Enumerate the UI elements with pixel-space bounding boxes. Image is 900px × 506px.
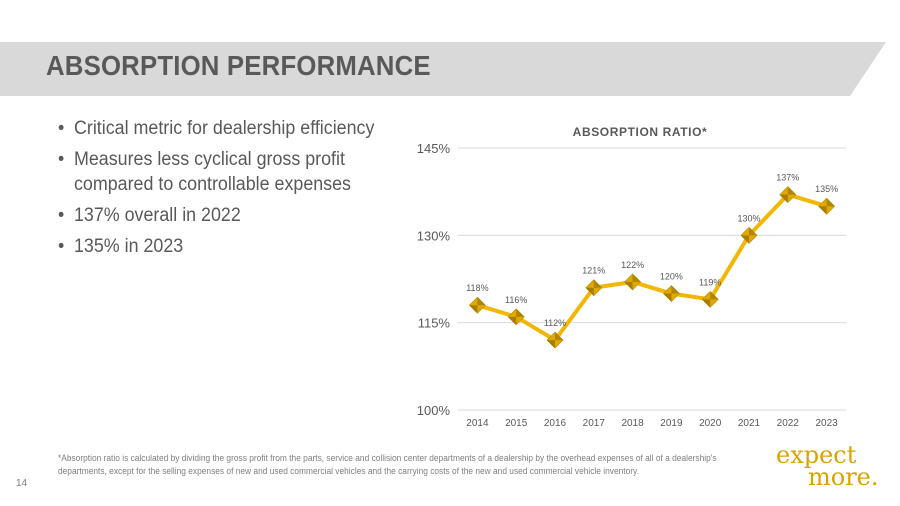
bullet-item: 137% overall in 2022: [58, 203, 378, 228]
slide-title: ABSORPTION PERFORMANCE: [46, 50, 431, 81]
data-point: [585, 279, 603, 297]
x-tick-label: 2017: [583, 418, 606, 429]
data-label: 118%: [466, 283, 488, 293]
page-number: 14: [16, 478, 28, 489]
data-point: [779, 186, 797, 204]
bullet-list: Critical metric for dealership efficienc…: [58, 116, 398, 265]
brand-logo: expect more.: [770, 441, 882, 491]
x-tick-label: 2015: [505, 418, 528, 429]
data-point: [701, 290, 719, 308]
x-tick-label: 2023: [815, 418, 838, 429]
bullet-item: 135% in 2023: [58, 234, 378, 259]
data-label: 116%: [505, 295, 527, 305]
y-tick-label: 130%: [417, 228, 451, 243]
bullet-item: Measures less cyclical gross profit comp…: [58, 147, 378, 197]
x-tick-label: 2020: [699, 418, 722, 429]
x-axis-labels: 2014 2015 2016 2017 2018 2019 2020 2021 2022 2023: [466, 418, 838, 429]
logo-line-2: more.: [808, 463, 879, 491]
data-point: [507, 308, 525, 326]
data-label: 112%: [544, 318, 566, 328]
data-point: [546, 331, 564, 349]
series-line: [475, 192, 829, 343]
x-tick-label: 2016: [544, 418, 567, 429]
title-band: [0, 42, 900, 96]
data-point: [468, 296, 486, 314]
x-tick-label: 2014: [466, 418, 489, 429]
x-tick-label: 2018: [621, 418, 644, 429]
data-label: 119%: [699, 277, 721, 287]
x-tick-label: 2019: [660, 418, 683, 429]
data-point: [818, 197, 836, 215]
chart-gridlines: [458, 147, 846, 411]
data-point: [624, 273, 642, 291]
bullet-item: Critical metric for dealership efficienc…: [58, 116, 378, 141]
y-tick-label: 145%: [417, 141, 451, 156]
chart-title: ABSORPTION RATIO*: [573, 125, 708, 139]
data-markers: [468, 186, 836, 349]
data-label: 121%: [582, 266, 605, 276]
y-tick-label: 115%: [418, 316, 451, 331]
data-labels: 118% 116% 112% 121% 122% 120% 119% 130% 137% 135%: [466, 173, 838, 329]
footnote: *Absorption ratio is calculated by divid…: [58, 453, 717, 476]
y-tick-label: 100%: [417, 403, 451, 418]
x-tick-label: 2022: [777, 418, 800, 429]
x-tick-label: 2021: [738, 418, 761, 429]
y-axis-labels: 100% 115% 130% 145%: [417, 141, 451, 418]
absorption-ratio-chart: ABSORPTION RATIO* 100%115%130%145% 2014 2…: [417, 125, 846, 429]
data-label: 120%: [660, 272, 683, 282]
title-band-shape: [0, 42, 886, 96]
data-point: [662, 285, 680, 302]
data-label: 135%: [815, 184, 838, 194]
data-point: [740, 226, 758, 244]
logo-line-1: expect: [776, 441, 857, 469]
data-label: 122%: [621, 260, 644, 270]
data-label: 137%: [776, 173, 799, 183]
data-label: 130%: [737, 213, 760, 223]
